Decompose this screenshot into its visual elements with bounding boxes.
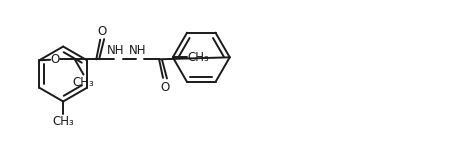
Text: O: O <box>98 25 107 38</box>
Text: NH: NH <box>129 44 146 57</box>
Text: O: O <box>160 81 169 94</box>
Text: CH₃: CH₃ <box>52 115 74 128</box>
Text: CH₃: CH₃ <box>187 51 209 64</box>
Text: CH₃: CH₃ <box>73 76 94 89</box>
Text: NH: NH <box>107 44 125 57</box>
Text: O: O <box>50 53 60 66</box>
